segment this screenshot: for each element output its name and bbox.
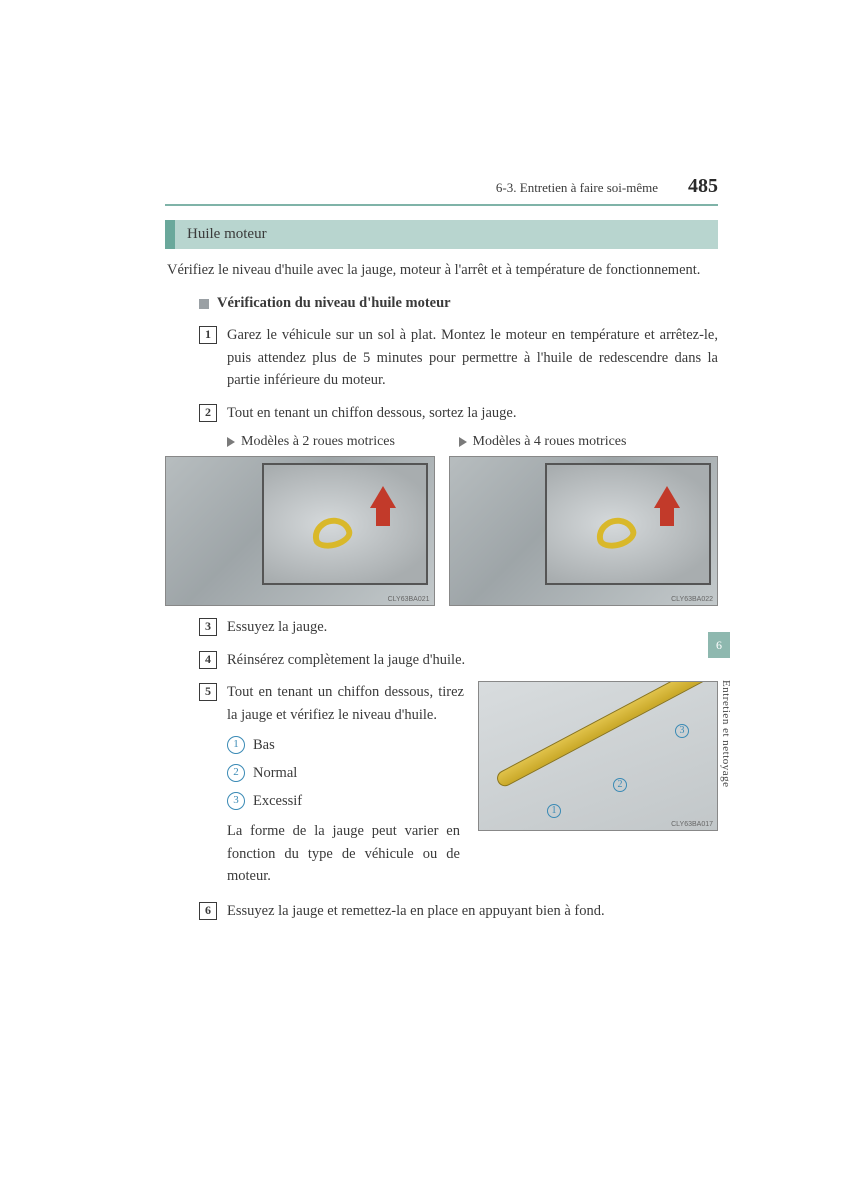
- step-number-box: 3: [199, 618, 217, 636]
- circle-number-icon: 1: [227, 736, 245, 754]
- step-6: 6 Essuyez la jauge et remettez-la en pla…: [199, 900, 718, 922]
- circle-number-icon: 3: [227, 792, 245, 810]
- shape-note: La forme de la jauge peut varier en fonc…: [227, 820, 464, 887]
- image-inset: [262, 463, 428, 584]
- variant-2wd: Modèles à 2 roues motrices CLY63BA021: [165, 434, 435, 606]
- step-3: 3 Essuyez la jauge.: [199, 616, 718, 638]
- image-code: CLY63BA021: [388, 596, 430, 603]
- variant-images-row: Modèles à 2 roues motrices CLY63BA021 Mo…: [165, 434, 718, 606]
- variant-4wd: Modèles à 4 roues motrices CLY63BA022: [449, 434, 719, 606]
- level-label: Excessif: [253, 793, 302, 810]
- step-text: Tout en tenant un chiffon dessous, tirez…: [227, 681, 464, 726]
- level-item-excessive: 3 Excessif: [227, 792, 464, 810]
- chapter-tab: 6: [708, 632, 730, 658]
- step-2: 2 Tout en tenant un chiffon dessous, sor…: [199, 402, 718, 424]
- dipstick-loop-icon: [593, 513, 639, 552]
- step-text: Réinsérez complètement la jauge d'huile.: [227, 649, 718, 671]
- subheading-row: Vérification du niveau d'huile moteur: [199, 295, 718, 312]
- variant-label-text: Modèles à 2 roues motrices: [241, 434, 395, 450]
- step-number-box: 5: [199, 683, 217, 701]
- variant-label-text: Modèles à 4 roues motrices: [473, 434, 627, 450]
- up-arrow-icon: [370, 486, 396, 508]
- step-text: Essuyez la jauge.: [227, 616, 718, 638]
- step-1: 1 Garez le véhicule sur un sol à plat. M…: [199, 324, 718, 391]
- step-number-box: 4: [199, 651, 217, 669]
- step-text: Essuyez la jauge et remettez-la en place…: [227, 900, 718, 922]
- variant-label: Modèles à 4 roues motrices: [459, 434, 719, 450]
- chapter-side-label: Entretien et nettoyage: [720, 680, 732, 788]
- page-header: 6-3. Entretien à faire soi-même 485: [165, 175, 718, 198]
- breadcrumb: 6-3. Entretien à faire soi-même: [496, 180, 658, 196]
- up-arrow-icon: [654, 486, 680, 508]
- subheading: Vérification du niveau d'huile moteur: [217, 295, 451, 312]
- step-4: 4 Réinsérez complètement la jauge d'huil…: [199, 649, 718, 671]
- section-heading: Huile moteur: [165, 220, 718, 249]
- step-number-box: 1: [199, 326, 217, 344]
- level-item-low: 1 Bas: [227, 736, 464, 754]
- oil-level-list: 1 Bas 2 Normal 3 Excessif: [227, 736, 464, 810]
- triangle-bullet-icon: [227, 437, 235, 447]
- variant-label: Modèles à 2 roues motrices: [227, 434, 435, 450]
- level-label: Bas: [253, 737, 275, 754]
- step-number-box: 2: [199, 404, 217, 422]
- image-code: CLY63BA017: [671, 821, 713, 828]
- step-number-box: 6: [199, 902, 217, 920]
- square-bullet-icon: [199, 299, 209, 309]
- page-number: 485: [688, 175, 718, 198]
- step-5-row: 5 Tout en tenant un chiffon dessous, tir…: [199, 681, 718, 887]
- engine-image-2wd: CLY63BA021: [165, 456, 435, 606]
- marker-2: 2: [607, 778, 633, 792]
- step-5: 5 Tout en tenant un chiffon dessous, tir…: [199, 681, 464, 726]
- marker-3: 3: [669, 724, 695, 738]
- step-text: Tout en tenant un chiffon dessous, sorte…: [227, 402, 718, 424]
- image-code: CLY63BA022: [671, 596, 713, 603]
- triangle-bullet-icon: [459, 437, 467, 447]
- marker-1: 1: [541, 804, 567, 818]
- dipstick-loop-icon: [309, 513, 355, 552]
- circle-number-icon: 2: [227, 764, 245, 782]
- level-label: Normal: [253, 765, 297, 782]
- dipstick-diagram: 1 2 3 CLY63BA017: [478, 681, 718, 831]
- intro-paragraph: Vérifiez le niveau d'huile avec la jauge…: [165, 259, 718, 281]
- engine-image-4wd: CLY63BA022: [449, 456, 719, 606]
- step-5-text-column: 5 Tout en tenant un chiffon dessous, tir…: [199, 681, 464, 887]
- header-rule: [165, 204, 718, 206]
- step-text: Garez le véhicule sur un sol à plat. Mon…: [227, 324, 718, 391]
- image-inset: [545, 463, 711, 584]
- level-item-normal: 2 Normal: [227, 764, 464, 782]
